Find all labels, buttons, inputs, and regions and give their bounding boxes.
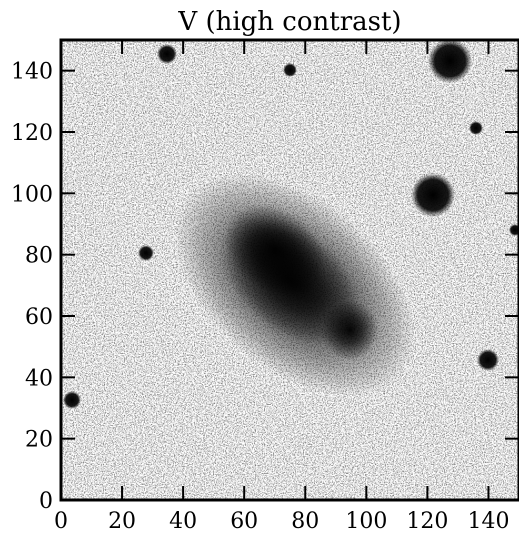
stars: [63, 40, 519, 409]
figure-title: V (high contrast): [177, 7, 401, 37]
y-tick-label: 100: [11, 182, 53, 207]
x-tick-label: 140: [467, 509, 509, 534]
y-tick-label: 40: [25, 366, 53, 391]
y-tick-label: 80: [25, 244, 53, 269]
x-tick-label: 120: [406, 509, 448, 534]
galaxy-blob: [174, 173, 416, 397]
x-tick-label: 0: [54, 509, 68, 534]
y-tick-label: 0: [39, 489, 53, 514]
y-axis: 0 20 40 60 80 100 120 140: [11, 60, 519, 514]
x-tick-label: 60: [230, 509, 258, 534]
astro-image: [61, 40, 519, 500]
y-tick-label: 60: [25, 305, 53, 330]
x-tick-label: 40: [169, 509, 197, 534]
x-tick-label: 20: [108, 509, 136, 534]
x-tick-label: 100: [345, 509, 387, 534]
y-tick-label: 20: [25, 428, 53, 453]
x-axis: 0 20 40 60 80 100 120 140: [54, 40, 509, 534]
x-tick-label: 80: [291, 509, 319, 534]
y-tick-label: 120: [11, 121, 53, 146]
plot-frame: [59, 38, 519, 502]
y-tick-label: 140: [11, 60, 53, 85]
